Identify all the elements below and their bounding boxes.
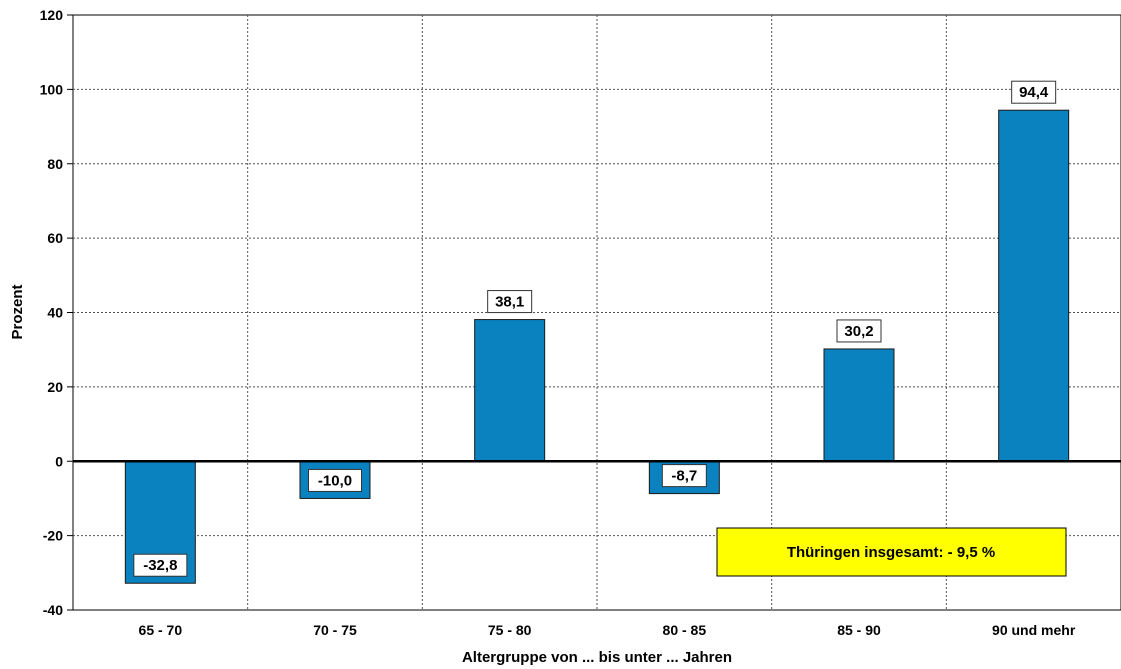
y-tick-label: 0 [55, 453, 63, 469]
data-label-box [1011, 80, 1057, 104]
y-tick-label: 120 [40, 7, 64, 23]
y-tick-label: 20 [47, 379, 63, 395]
data-labels-layer: -32,8 -10,0 38,1 -8,7 30,2 94,4 [133, 80, 1057, 577]
x-tick-label: 85 - 90 [837, 622, 881, 638]
y-tick-label: 60 [47, 230, 63, 246]
data-label: 94,4 [1019, 84, 1049, 101]
bar [823, 348, 895, 462]
annotation-box: Thüringen insgesamt: - 9,5 % [716, 527, 1067, 577]
bar [474, 319, 546, 462]
x-tick-label: 90 und mehr [992, 622, 1076, 638]
data-label-box [308, 468, 362, 492]
annotation-text: Thüringen insgesamt: - 9,5 % [787, 544, 995, 561]
data-label: -10,0 [318, 472, 352, 489]
data-label: 30,2 [844, 323, 873, 340]
x-tick-label: 65 - 70 [139, 622, 183, 638]
axis-layer: -40 -20 0 20 40 60 80 100 120 65 - 70 70 - 75 75 - … [40, 7, 1121, 638]
x-tick-label: 75 - 80 [488, 622, 532, 638]
x-axis-title: Altergruppe von ... bis unter ... Jahren [462, 649, 732, 666]
bar [998, 109, 1070, 462]
annotation-background [716, 527, 1067, 577]
data-label-box [661, 464, 707, 488]
y-tick-label: 40 [47, 305, 63, 321]
y-tick-label: 100 [40, 81, 64, 97]
y-tick-label: -40 [43, 602, 63, 618]
data-label: -32,8 [143, 557, 177, 574]
data-label-box [836, 319, 882, 343]
y-tick-label: -20 [43, 528, 63, 544]
x-tick-label: 70 - 75 [313, 622, 357, 638]
x-tick-label: 80 - 85 [663, 622, 707, 638]
grid-layer [72, 14, 1121, 611]
data-label: -8,7 [671, 468, 697, 485]
data-label-box [133, 553, 188, 577]
y-axis-title: Prozent [9, 284, 26, 339]
data-label-box [487, 290, 533, 314]
data-label: 38,1 [495, 294, 524, 311]
y-tick-label: 80 [47, 156, 63, 172]
